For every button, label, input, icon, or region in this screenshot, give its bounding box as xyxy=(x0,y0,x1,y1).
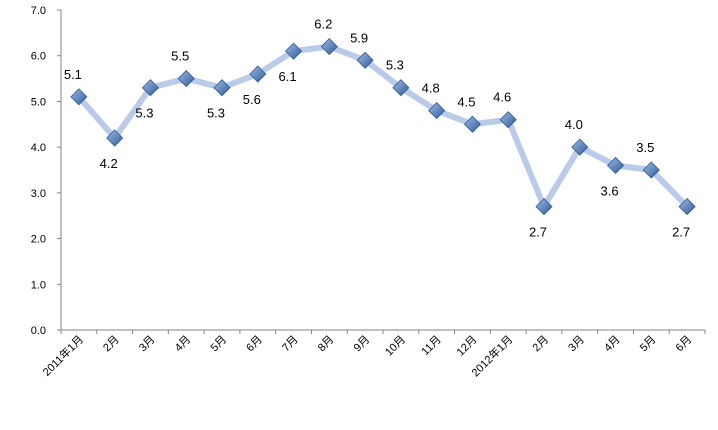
y-tick-label: 3.0 xyxy=(31,188,46,200)
data-point-marker xyxy=(177,70,195,88)
data-label: 5.6 xyxy=(243,92,261,107)
y-tick-label: 4.0 xyxy=(31,142,46,154)
data-point-marker xyxy=(535,198,553,216)
data-point-marker xyxy=(141,79,160,97)
data-point-marker xyxy=(499,111,517,129)
x-tick-label: 11月 xyxy=(419,334,443,358)
x-tick-label: 4月 xyxy=(173,334,194,355)
data-label: 6.2 xyxy=(314,17,332,32)
data-label: 5.3 xyxy=(207,106,225,121)
data-label: 4.2 xyxy=(100,156,118,171)
y-tick-label: 1.0 xyxy=(31,279,46,291)
data-label: 4.5 xyxy=(457,94,475,109)
data-label: 5.9 xyxy=(350,30,368,45)
data-label: 5.5 xyxy=(171,49,189,64)
data-point-marker xyxy=(463,115,482,133)
data-label: 5.1 xyxy=(64,67,82,82)
data-point-marker xyxy=(392,79,410,97)
x-tick-label: 2月 xyxy=(101,334,122,355)
x-tick-label: 5月 xyxy=(209,334,230,355)
y-tick-label: 2.0 xyxy=(31,234,46,246)
y-tick-label: 6.0 xyxy=(31,51,46,63)
x-tick-label: 4月 xyxy=(602,334,623,355)
data-point-marker xyxy=(213,79,231,97)
data-point-marker xyxy=(571,138,589,156)
x-tick-label: 3月 xyxy=(137,334,158,355)
data-label: 2.7 xyxy=(529,225,547,240)
y-tick-label: 0.0 xyxy=(31,325,46,337)
data-label: 4.6 xyxy=(493,90,511,105)
data-label: 6.1 xyxy=(279,69,297,84)
data-label: 3.6 xyxy=(601,183,619,198)
x-tick-label: 9月 xyxy=(352,334,373,355)
x-tick-label: 5月 xyxy=(638,334,659,355)
data-label: 3.5 xyxy=(636,140,654,155)
x-tick-label: 2011年1月 xyxy=(39,332,86,379)
data-point-marker xyxy=(428,102,446,120)
data-point-marker xyxy=(356,51,374,69)
x-tick-label: 10月 xyxy=(383,334,408,359)
data-point-marker xyxy=(284,42,303,60)
data-point-marker xyxy=(106,129,124,147)
x-tick-label: 6月 xyxy=(674,334,695,355)
x-tick-label: 7月 xyxy=(280,334,301,355)
data-point-marker xyxy=(606,156,625,174)
data-label: 5.3 xyxy=(386,58,404,73)
y-tick-label: 7.0 xyxy=(31,5,46,17)
data-label: 4.0 xyxy=(565,117,583,132)
data-point-marker xyxy=(70,88,88,106)
x-tick-label: 3月 xyxy=(566,334,587,355)
data-point-marker xyxy=(642,161,660,179)
data-label: 4.8 xyxy=(422,81,440,96)
x-tick-label: 8月 xyxy=(316,334,337,355)
data-point-marker xyxy=(320,38,338,56)
x-tick-label: 6月 xyxy=(244,334,265,355)
x-tick-label: 2月 xyxy=(531,334,552,355)
data-point-marker xyxy=(249,65,267,83)
data-label: 2.7 xyxy=(672,225,690,240)
series-line xyxy=(76,43,690,210)
x-tick-label: 12月 xyxy=(455,334,480,359)
y-tick-label: 5.0 xyxy=(31,96,46,108)
data-label: 5.3 xyxy=(135,106,153,121)
data-point-marker xyxy=(678,198,696,216)
